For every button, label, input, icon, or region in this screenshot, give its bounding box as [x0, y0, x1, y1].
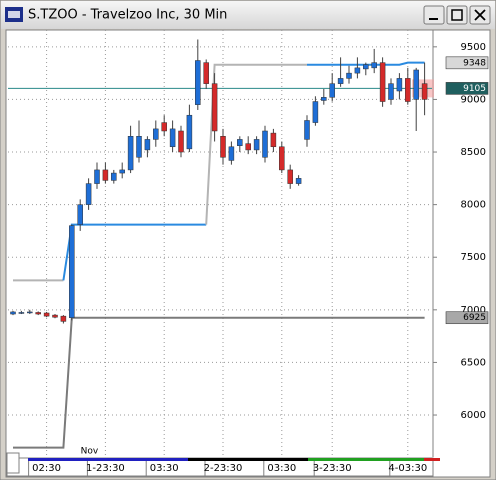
candle-body — [312, 101, 319, 123]
app-icon-glyph — [8, 11, 20, 18]
candle-body — [304, 120, 310, 140]
candle-body — [371, 62, 377, 69]
chart-area — [5, 29, 491, 478]
candle-body — [136, 136, 142, 158]
price-marker — [445, 56, 489, 70]
scroll-box[interactable] — [6, 452, 20, 474]
candle-body — [270, 132, 277, 148]
indicator-line — [62, 223, 207, 281]
candle-body — [287, 169, 293, 184]
x-tick-label: 02:30 — [32, 463, 61, 474]
candle-body — [127, 136, 134, 171]
window-buttons — [423, 5, 491, 25]
candle-body — [153, 128, 159, 140]
maximize-glyph — [451, 9, 463, 21]
candle-body — [346, 72, 352, 79]
candle-body — [253, 139, 260, 151]
session-strip — [308, 458, 424, 461]
price-marker — [445, 82, 489, 95]
candle-body — [413, 69, 419, 100]
x-tick-label: 3-23:30 — [313, 463, 352, 474]
minimize-button[interactable] — [423, 5, 445, 25]
candle-body — [379, 62, 386, 102]
candle-body — [396, 78, 403, 92]
candle-body — [10, 311, 16, 315]
indicator-line — [205, 63, 307, 225]
session-strip — [424, 458, 440, 461]
month-label: Nov — [81, 447, 99, 457]
candle-body — [43, 312, 50, 317]
plot: 6000 6500 7000 7500 8000 8500 9000 9500 02:30 1-2… — [8, 30, 489, 476]
price-marker-label: 6925 — [463, 313, 486, 323]
candle-body — [220, 136, 226, 158]
candle-body — [262, 130, 268, 158]
candle-body — [178, 130, 184, 153]
session-strip — [28, 458, 188, 461]
session-strip — [188, 458, 308, 461]
candle-body — [329, 83, 335, 98]
candle-body — [388, 83, 394, 100]
candle-body — [94, 169, 100, 184]
candle-body — [144, 139, 151, 151]
indicator-line — [13, 316, 425, 449]
candle-body — [405, 78, 411, 102]
candle-body — [211, 83, 218, 132]
candle-body — [279, 146, 285, 171]
candle-body — [195, 60, 201, 105]
price-marker — [445, 311, 489, 325]
candle-body — [237, 139, 243, 146]
candle-body — [337, 78, 344, 84]
candle-body — [77, 204, 83, 225]
candle-body — [35, 312, 41, 315]
y-tick-label: 9000 — [461, 94, 486, 105]
x-tick-label: 2-23:30 — [204, 463, 243, 474]
candle-body — [203, 62, 209, 84]
price-marker-label: 9348 — [463, 58, 486, 68]
y-tick-label: 7500 — [461, 252, 486, 263]
candle-body — [18, 312, 25, 314]
y-tick-label: 7000 — [461, 305, 486, 316]
candle-body — [354, 67, 361, 74]
candle-body — [245, 143, 251, 151]
window-title: S.TZOO - Travelzoo Inc, 30 Min — [28, 8, 227, 23]
x-tick-label: 03:30 — [267, 463, 296, 474]
candle-body — [85, 183, 92, 205]
title-bar — [1, 1, 495, 29]
y-tick-label: 8000 — [461, 200, 486, 211]
maximize-button[interactable] — [446, 5, 468, 25]
y-tick-label: 6500 — [461, 357, 486, 368]
candle-body — [69, 225, 75, 318]
candle-body — [169, 128, 176, 148]
candle-body — [186, 114, 193, 150]
x-tick-label: 03:30 — [150, 463, 179, 474]
candle-body — [111, 172, 117, 181]
y-tick-label: 9500 — [461, 42, 486, 53]
y-tick-label: 6000 — [461, 410, 486, 421]
candle-body — [161, 122, 167, 132]
candle-body — [102, 169, 109, 181]
y-tick-label: 8500 — [461, 147, 486, 158]
candle-body — [295, 178, 302, 184]
x-tick-label: 4-03:30 — [388, 463, 427, 474]
price-marker-label: 9105 — [463, 84, 486, 94]
candle-body — [52, 314, 58, 318]
candle-body — [421, 83, 428, 100]
candle-body — [119, 169, 125, 174]
candle-body — [363, 64, 369, 70]
candle-body — [27, 311, 33, 314]
close-glyph — [474, 9, 486, 21]
candle-body — [228, 146, 235, 161]
candle-body — [60, 315, 67, 322]
candle-body — [321, 97, 327, 101]
x-tick-label: 1-23:30 — [86, 463, 125, 474]
